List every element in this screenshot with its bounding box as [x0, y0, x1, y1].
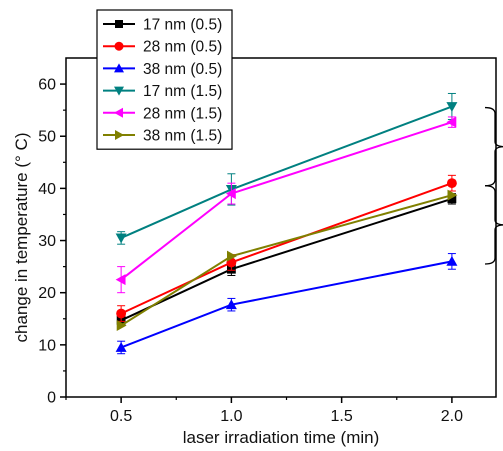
x-tick-label: 2.0 — [441, 408, 463, 425]
brace-1 — [485, 108, 503, 186]
data-point — [116, 274, 126, 285]
y-axis-title: change in temperature (° C) — [12, 133, 31, 343]
x-tick-label: 0.5 — [110, 408, 132, 425]
y-tick-label: 50 — [38, 129, 56, 146]
legend-label: 28 nm (1.5) — [143, 105, 222, 122]
data-point — [446, 256, 457, 266]
legend-label: 17 nm (1.5) — [143, 83, 222, 100]
annotation-layer — [485, 108, 503, 264]
legend-marker — [115, 42, 124, 51]
brace-2 — [485, 186, 503, 264]
data-point — [116, 309, 126, 319]
y-tick-label: 20 — [38, 285, 56, 302]
y-axis: 0 10 20 30 40 50 60 — [38, 77, 66, 407]
x-tick-label: 1.0 — [220, 408, 242, 425]
y-tick-label: 40 — [38, 181, 56, 198]
y-tick-label: 60 — [38, 77, 56, 94]
y-tick-label: 0 — [47, 390, 56, 407]
series-line — [121, 261, 452, 347]
x-axis-title: laser irradiation time (min) — [183, 428, 380, 447]
legend-label: 28 nm (0.5) — [143, 39, 222, 56]
series-6 — [117, 190, 458, 331]
y-tick-label: 30 — [38, 233, 56, 250]
data-point — [447, 178, 457, 188]
legend-marker — [115, 20, 123, 28]
legend-label: 38 nm (1.5) — [143, 128, 222, 145]
series-1 — [117, 194, 457, 326]
legend: 17 nm (0.5) 28 nm (0.5) 38 nm (0.5) 17 nm (… — [97, 10, 232, 149]
y-tick-label: 10 — [38, 337, 56, 354]
series-3 — [116, 254, 458, 354]
x-axis: 0.5 1.0 1.5 2.0 — [66, 397, 463, 425]
x-tick-label: 1.5 — [331, 408, 353, 425]
data-point — [446, 117, 456, 128]
legend-label: 38 nm (0.5) — [143, 61, 222, 78]
data-point — [116, 234, 127, 244]
legend-label: 17 nm (0.5) — [143, 17, 222, 34]
